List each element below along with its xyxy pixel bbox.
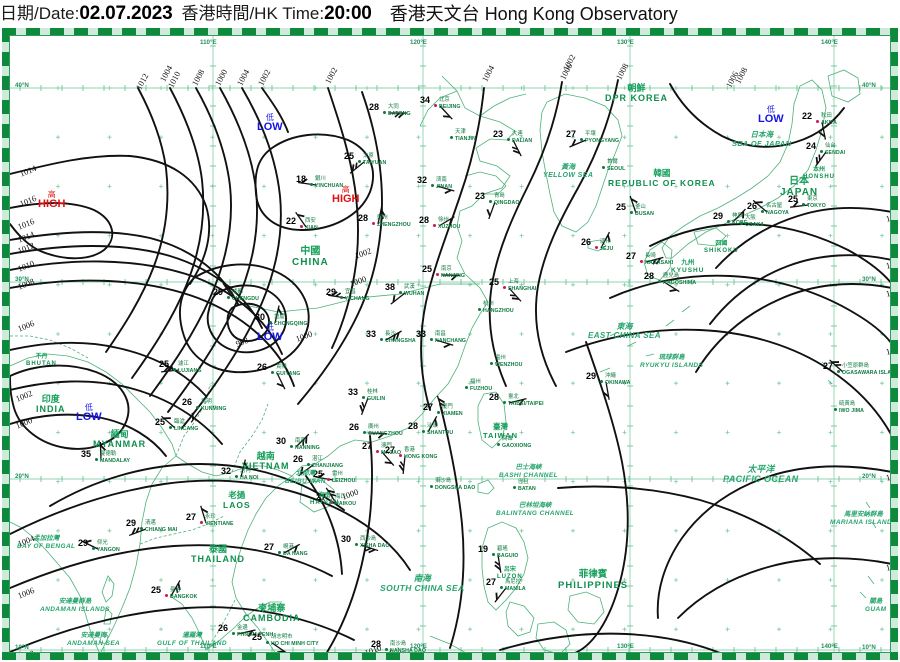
chart-border-bottom <box>2 653 898 660</box>
chart-header: 日期/Date: 02.07.2023 香港時間/HK Time: 20:00 … <box>0 0 900 28</box>
isobar-label: 1012 <box>885 652 891 653</box>
date-value: 02.07.2023 <box>79 3 173 24</box>
chart-border-top <box>2 28 898 35</box>
organization-label: 香港天文台 Hong Kong Observatory <box>389 4 678 24</box>
surface-weather-chart: 大同 DATONG 28 北京 BEIJING 34 天津 TIANJIN 太原 TAIYUAN 2… <box>2 28 898 660</box>
time-label: 香港時間/HK Time: <box>181 4 325 23</box>
coastline-layer <box>10 69 877 652</box>
chart-canvas: 大同 DATONG 28 北京 BEIJING 34 天津 TIANJIN 太原 TAIYUAN 2… <box>9 35 891 653</box>
date-label: 日期/Date: <box>0 4 80 23</box>
time-value: 20:00 <box>324 3 372 24</box>
chart-border-right <box>891 28 898 660</box>
wind-barb-layer <box>81 105 844 652</box>
chart-border-left <box>2 28 9 660</box>
isobar-layer <box>10 79 890 652</box>
